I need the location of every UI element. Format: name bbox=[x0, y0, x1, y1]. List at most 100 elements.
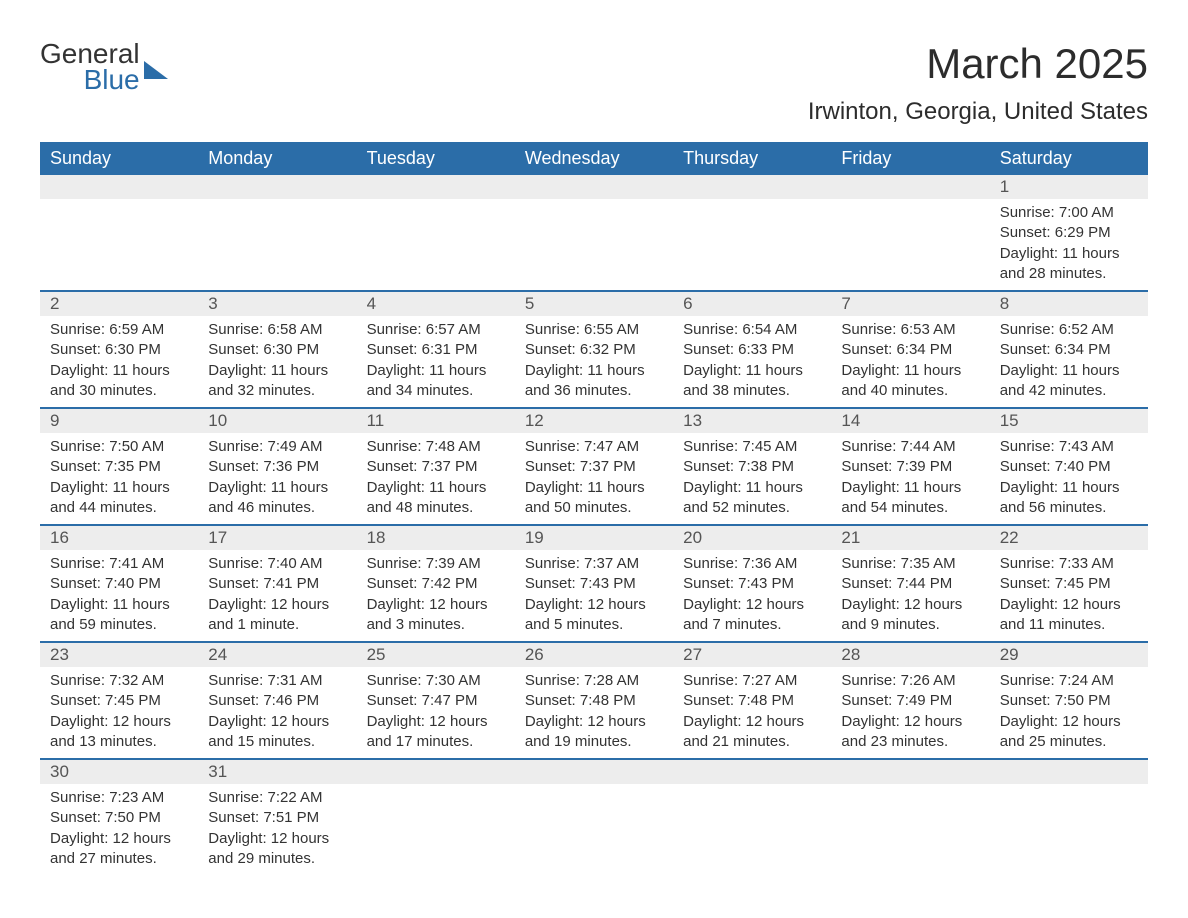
daylight-line1: Daylight: 11 hours bbox=[50, 361, 188, 381]
day-cell: 27Sunrise: 7:27 AMSunset: 7:48 PMDayligh… bbox=[673, 642, 831, 759]
day-number: 6 bbox=[673, 292, 831, 316]
empty-cell bbox=[990, 759, 1148, 875]
day-content: Sunrise: 7:22 AMSunset: 7:51 PMDaylight:… bbox=[198, 784, 356, 875]
daylight-line1: Daylight: 11 hours bbox=[841, 478, 979, 498]
week-row: 9Sunrise: 7:50 AMSunset: 7:35 PMDaylight… bbox=[40, 408, 1148, 525]
day-content: Sunrise: 6:57 AMSunset: 6:31 PMDaylight:… bbox=[357, 316, 515, 407]
day-cell: 11Sunrise: 7:48 AMSunset: 7:37 PMDayligh… bbox=[357, 408, 515, 525]
sunset: Sunset: 7:46 PM bbox=[208, 691, 346, 711]
day-cell: 12Sunrise: 7:47 AMSunset: 7:37 PMDayligh… bbox=[515, 408, 673, 525]
daylight-line2: and 11 minutes. bbox=[1000, 615, 1138, 635]
day-cell: 4Sunrise: 6:57 AMSunset: 6:31 PMDaylight… bbox=[357, 291, 515, 408]
daylight-line2: and 48 minutes. bbox=[367, 498, 505, 518]
day-content: Sunrise: 7:41 AMSunset: 7:40 PMDaylight:… bbox=[40, 550, 198, 641]
sunrise: Sunrise: 7:36 AM bbox=[683, 554, 821, 574]
day-number: 2 bbox=[40, 292, 198, 316]
sunset: Sunset: 7:38 PM bbox=[683, 457, 821, 477]
day-content: Sunrise: 7:35 AMSunset: 7:44 PMDaylight:… bbox=[831, 550, 989, 641]
sunset: Sunset: 7:42 PM bbox=[367, 574, 505, 594]
weekday-header-row: Sunday Monday Tuesday Wednesday Thursday… bbox=[40, 142, 1148, 175]
daylight-line1: Daylight: 12 hours bbox=[208, 595, 346, 615]
sunrise: Sunrise: 7:00 AM bbox=[1000, 203, 1138, 223]
sunset: Sunset: 7:51 PM bbox=[208, 808, 346, 828]
day-cell: 21Sunrise: 7:35 AMSunset: 7:44 PMDayligh… bbox=[831, 525, 989, 642]
day-cell: 2Sunrise: 6:59 AMSunset: 6:30 PMDaylight… bbox=[40, 291, 198, 408]
day-cell: 29Sunrise: 7:24 AMSunset: 7:50 PMDayligh… bbox=[990, 642, 1148, 759]
daylight-line2: and 59 minutes. bbox=[50, 615, 188, 635]
sunset: Sunset: 7:48 PM bbox=[525, 691, 663, 711]
daylight-line1: Daylight: 11 hours bbox=[683, 478, 821, 498]
sunrise: Sunrise: 7:50 AM bbox=[50, 437, 188, 457]
day-cell: 10Sunrise: 7:49 AMSunset: 7:36 PMDayligh… bbox=[198, 408, 356, 525]
day-number: 27 bbox=[673, 643, 831, 667]
day-cell: 17Sunrise: 7:40 AMSunset: 7:41 PMDayligh… bbox=[198, 525, 356, 642]
day-number: 28 bbox=[831, 643, 989, 667]
daylight-line1: Daylight: 12 hours bbox=[208, 712, 346, 732]
sunset: Sunset: 7:44 PM bbox=[841, 574, 979, 594]
day-content: Sunrise: 7:50 AMSunset: 7:35 PMDaylight:… bbox=[40, 433, 198, 524]
sunrise: Sunrise: 7:30 AM bbox=[367, 671, 505, 691]
day-cell: 14Sunrise: 7:44 AMSunset: 7:39 PMDayligh… bbox=[831, 408, 989, 525]
day-content: Sunrise: 7:44 AMSunset: 7:39 PMDaylight:… bbox=[831, 433, 989, 524]
day-number: 13 bbox=[673, 409, 831, 433]
daylight-line1: Daylight: 11 hours bbox=[1000, 478, 1138, 498]
daylight-line2: and 3 minutes. bbox=[367, 615, 505, 635]
day-content: Sunrise: 7:23 AMSunset: 7:50 PMDaylight:… bbox=[40, 784, 198, 875]
day-number: 7 bbox=[831, 292, 989, 316]
sunrise: Sunrise: 7:35 AM bbox=[841, 554, 979, 574]
empty-cell bbox=[831, 175, 989, 291]
empty-cell bbox=[198, 175, 356, 291]
sunrise: Sunrise: 6:55 AM bbox=[525, 320, 663, 340]
day-cell: 31Sunrise: 7:22 AMSunset: 7:51 PMDayligh… bbox=[198, 759, 356, 875]
col-friday: Friday bbox=[831, 142, 989, 175]
sunrise: Sunrise: 7:41 AM bbox=[50, 554, 188, 574]
day-number: 25 bbox=[357, 643, 515, 667]
daylight-line1: Daylight: 12 hours bbox=[683, 595, 821, 615]
daylight-line2: and 56 minutes. bbox=[1000, 498, 1138, 518]
daylight-line1: Daylight: 11 hours bbox=[208, 361, 346, 381]
day-cell: 3Sunrise: 6:58 AMSunset: 6:30 PMDaylight… bbox=[198, 291, 356, 408]
day-number: 23 bbox=[40, 643, 198, 667]
sunrise: Sunrise: 7:27 AM bbox=[683, 671, 821, 691]
daylight-line2: and 7 minutes. bbox=[683, 615, 821, 635]
week-row: 30Sunrise: 7:23 AMSunset: 7:50 PMDayligh… bbox=[40, 759, 1148, 875]
sunset: Sunset: 6:34 PM bbox=[841, 340, 979, 360]
daylight-line1: Daylight: 12 hours bbox=[1000, 712, 1138, 732]
daylight-line1: Daylight: 12 hours bbox=[50, 712, 188, 732]
empty-cell bbox=[357, 175, 515, 291]
day-cell: 18Sunrise: 7:39 AMSunset: 7:42 PMDayligh… bbox=[357, 525, 515, 642]
daylight-line1: Daylight: 11 hours bbox=[841, 361, 979, 381]
daylight-line1: Daylight: 11 hours bbox=[1000, 361, 1138, 381]
sunset: Sunset: 6:30 PM bbox=[50, 340, 188, 360]
day-cell: 25Sunrise: 7:30 AMSunset: 7:47 PMDayligh… bbox=[357, 642, 515, 759]
day-content: Sunrise: 7:48 AMSunset: 7:37 PMDaylight:… bbox=[357, 433, 515, 524]
empty-cell bbox=[357, 759, 515, 875]
daylight-line2: and 42 minutes. bbox=[1000, 381, 1138, 401]
day-number: 3 bbox=[198, 292, 356, 316]
day-number: 21 bbox=[831, 526, 989, 550]
day-number: 30 bbox=[40, 760, 198, 784]
day-number: 19 bbox=[515, 526, 673, 550]
logo: General Blue bbox=[40, 40, 168, 94]
day-content: Sunrise: 7:24 AMSunset: 7:50 PMDaylight:… bbox=[990, 667, 1148, 758]
empty-cell bbox=[673, 175, 831, 291]
daylight-line2: and 40 minutes. bbox=[841, 381, 979, 401]
sunrise: Sunrise: 7:48 AM bbox=[367, 437, 505, 457]
daylight-line2: and 46 minutes. bbox=[208, 498, 346, 518]
day-number: 26 bbox=[515, 643, 673, 667]
sunrise: Sunrise: 7:47 AM bbox=[525, 437, 663, 457]
day-content: Sunrise: 7:26 AMSunset: 7:49 PMDaylight:… bbox=[831, 667, 989, 758]
day-cell: 5Sunrise: 6:55 AMSunset: 6:32 PMDaylight… bbox=[515, 291, 673, 408]
daylight-line1: Daylight: 12 hours bbox=[683, 712, 821, 732]
day-number: 4 bbox=[357, 292, 515, 316]
daylight-line1: Daylight: 11 hours bbox=[525, 478, 663, 498]
week-row: 23Sunrise: 7:32 AMSunset: 7:45 PMDayligh… bbox=[40, 642, 1148, 759]
sunset: Sunset: 6:34 PM bbox=[1000, 340, 1138, 360]
day-content: Sunrise: 7:37 AMSunset: 7:43 PMDaylight:… bbox=[515, 550, 673, 641]
daylight-line2: and 32 minutes. bbox=[208, 381, 346, 401]
day-content: Sunrise: 6:58 AMSunset: 6:30 PMDaylight:… bbox=[198, 316, 356, 407]
day-number: 29 bbox=[990, 643, 1148, 667]
day-content: Sunrise: 7:27 AMSunset: 7:48 PMDaylight:… bbox=[673, 667, 831, 758]
daylight-line1: Daylight: 11 hours bbox=[1000, 244, 1138, 264]
sunset: Sunset: 7:45 PM bbox=[50, 691, 188, 711]
